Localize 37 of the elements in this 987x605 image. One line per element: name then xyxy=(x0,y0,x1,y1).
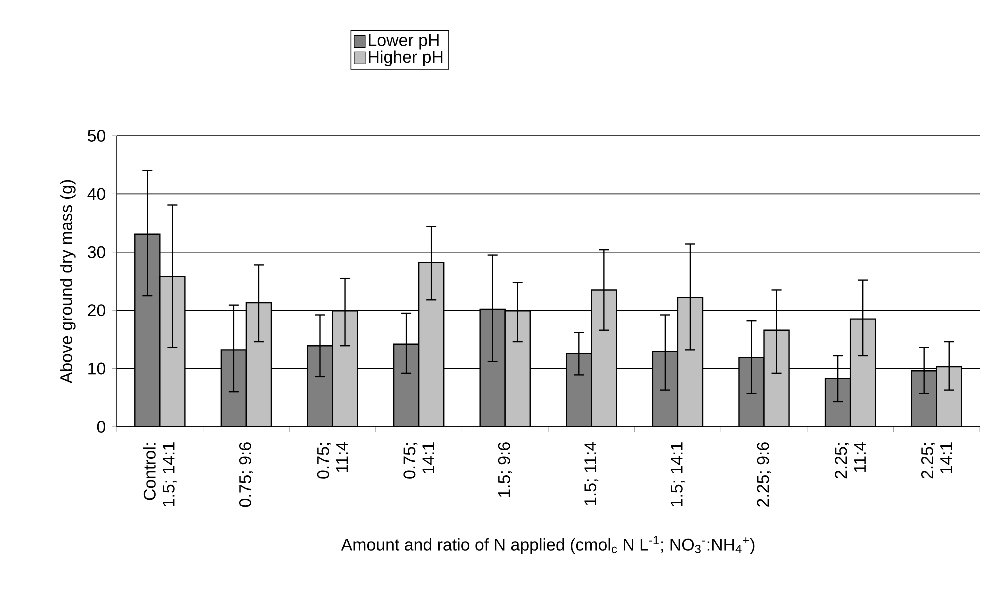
legend-label: Higher pH xyxy=(369,50,443,67)
bar xyxy=(592,290,617,427)
bar xyxy=(135,234,160,427)
bar xyxy=(678,298,703,427)
x-tick-label: 2.25; 11:4 xyxy=(835,442,866,479)
bar xyxy=(936,366,962,427)
bar xyxy=(160,276,186,427)
x-tick-label: 2.25; 14:1 xyxy=(921,442,952,479)
x-tick-label: 1.5; 14:1 xyxy=(671,442,685,506)
legend-label: Lower pH xyxy=(369,34,439,50)
y-tick-label: 40 xyxy=(88,188,106,200)
x-tick-label: 1.5; 9:6 xyxy=(498,442,512,498)
bar xyxy=(850,319,876,427)
y-tick-label: 10 xyxy=(88,362,106,375)
y-tick-label: 0 xyxy=(97,420,106,433)
bar xyxy=(394,344,420,427)
x-tick-label: 0.75; 11:4 xyxy=(317,442,348,479)
x-tick-label: 2.25; 9:6 xyxy=(757,442,772,507)
bar xyxy=(480,309,506,427)
bar xyxy=(566,354,592,427)
bar xyxy=(826,378,851,427)
y-tick-label: 50 xyxy=(88,130,106,142)
x-tick-label: 1.5; 11:4 xyxy=(584,442,599,506)
x-tick-label: Control: 1.5; 14:1 xyxy=(143,442,177,506)
bar xyxy=(246,303,272,427)
bar xyxy=(308,346,333,427)
y-tick-label: 20 xyxy=(88,304,106,317)
bar xyxy=(911,370,938,427)
text: Amount and ratio of N applied (cmol$_{c}$ N L$^{-1}$; NO$_{3}$$^{-}$:NH$_{4}$$^{+}$) xyxy=(341,536,755,554)
bar xyxy=(505,311,530,427)
bar xyxy=(419,262,444,427)
bar xyxy=(332,311,358,427)
x-tick-label: 0.75; 14:1 xyxy=(404,442,434,479)
y-tick-label: 30 xyxy=(88,246,106,258)
y-axis-title: Above ground dry mass (g) xyxy=(60,180,76,384)
bar xyxy=(764,330,790,427)
x-tick-label: 0.75; 9:6 xyxy=(239,442,254,508)
